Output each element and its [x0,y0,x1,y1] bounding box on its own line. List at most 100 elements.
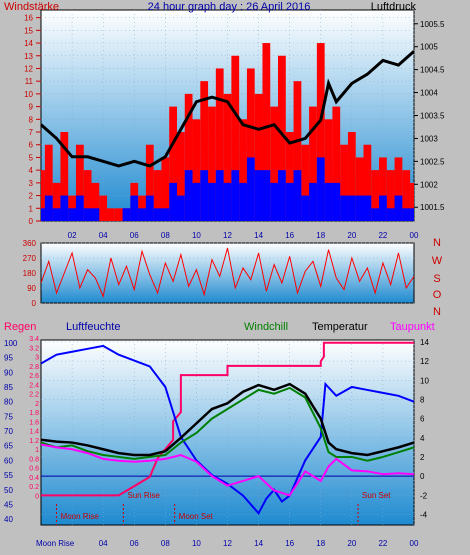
wind-bar [262,43,271,221]
wind-direction-plot-area [40,242,415,304]
wind-tick-label: 7 [29,128,34,137]
wind-direction-line-group [41,247,414,299]
humidity-tick-label: 45 [4,500,13,509]
temperature-tick-label: 12 [420,357,429,366]
compass-label: O [433,289,442,301]
wind-bar [340,144,348,221]
astro-annotations: Moon Rise Sun Rise Moon Set Sun Set Moon Ris… [36,491,391,548]
wind-bar [153,170,162,221]
humidity-tick-label: 95 [4,354,13,363]
compass-label: N [433,306,441,318]
climate-x-ticks: 04 06 08 10 12 14 16 18 20 22 00 [99,539,419,548]
humidity-tick-label: 100 [4,339,18,348]
gust-bar [153,208,162,221]
temperature-tick-label: -4 [420,510,428,519]
rain-tick-label: 1.4 [29,429,39,436]
rain-tick-label: 0 [35,493,39,500]
direction-tick-label: 90 [27,284,36,293]
time-tick-label: 16 [285,539,294,548]
pressure-tick-label: 1003.5 [420,112,445,121]
rain-tick-label: 0.2 [29,484,39,491]
gust-bar [324,182,333,221]
wind-bar [99,195,108,221]
wind-bar [309,106,317,221]
gust-bar [301,195,310,221]
direction-tick-label: 360 [23,239,37,248]
wind-bar [41,170,45,221]
time-tick-label: 00 [410,231,419,240]
gust-bar [332,182,341,221]
pressure-tick-label: 1001.5 [420,203,445,212]
wind-tick-label: 14 [24,39,33,48]
gust-bar [138,208,146,221]
time-tick-label: 10 [192,231,201,240]
pressure-tick-label: 1005 [420,43,438,52]
wind-bar [75,144,84,221]
gust-bar [184,170,193,221]
gust-bar [192,182,201,221]
chart-title: 24 hour graph day : 26 April 2016 [148,1,311,13]
wind-bar [371,170,380,221]
gust-bar [293,170,302,221]
time-tick-label: 10 [192,539,201,548]
rain-axis-ticks: 0 0.2 0.4 0.6 0.8 1 1.2 1.4 1.6 1.8 2 2.2 2.4 2.6 2.8 3… [29,336,39,500]
gust-bar [309,182,317,221]
rain-tick-label: 3 [35,355,39,362]
wind-bar [347,132,356,221]
wind-tick-label: 15 [24,26,33,35]
humidity-tick-label: 60 [4,456,13,465]
gust-bar [223,182,232,221]
compass-label: N [433,237,441,249]
temperature-tick-label: 2 [420,453,425,462]
rain-tick-label: 0.6 [29,466,39,473]
rain-tick-label: 1.2 [29,438,39,445]
rain-tick-label: 2.6 [29,373,39,380]
wind-bar [83,170,92,221]
gust-bar [239,182,247,221]
gust-bar [130,195,139,221]
wind-bar [52,182,61,221]
wind-bar [169,106,177,221]
wind-axis-title: Windstärke [4,1,59,13]
compass-label: S [433,273,440,285]
gust-bar [75,195,84,221]
gust-bar [270,182,279,221]
astro-label: Moon Rise [61,512,100,521]
wind-bar [254,93,263,221]
wind-bar [379,157,387,221]
wind-bar [145,144,154,221]
wind-bar [394,157,403,221]
temperature-tick-label: 8 [420,395,425,404]
wind-bar [91,182,100,221]
humidity-axis-ticks: 40 45 50 55 60 65 70 75 80 85 90 95 100 [4,339,18,524]
humidity-tick-label: 70 [4,427,13,436]
time-tick-label: 18 [316,231,325,240]
wind-bar [114,208,123,221]
gust-bar [91,208,100,221]
gust-bar [410,208,414,221]
dewpoint-line [41,443,414,497]
gust-bar [200,170,209,221]
humidity-tick-label: 90 [4,368,13,377]
direction-tick-label: 270 [23,254,37,263]
temperature-tick-label: 4 [420,434,425,443]
wind-bar [184,93,193,221]
wind-direction-line [41,247,414,299]
wind-tick-label: 13 [24,52,33,61]
rain-tick-label: 3.2 [29,345,39,352]
gust-bar [41,208,45,221]
windchill-line [41,386,414,462]
wind-tick-label: 8 [29,115,34,124]
wind-bar [363,144,372,221]
time-tick-label: 14 [254,539,263,548]
gust-bar [278,170,286,221]
gust-bar [262,170,271,221]
wind-bar [223,93,232,221]
wind-bar [161,157,170,221]
time-tick-label: 22 [378,231,387,240]
windchill-label: Windchill [244,321,288,333]
wind-tick-label: 6 [29,141,34,150]
